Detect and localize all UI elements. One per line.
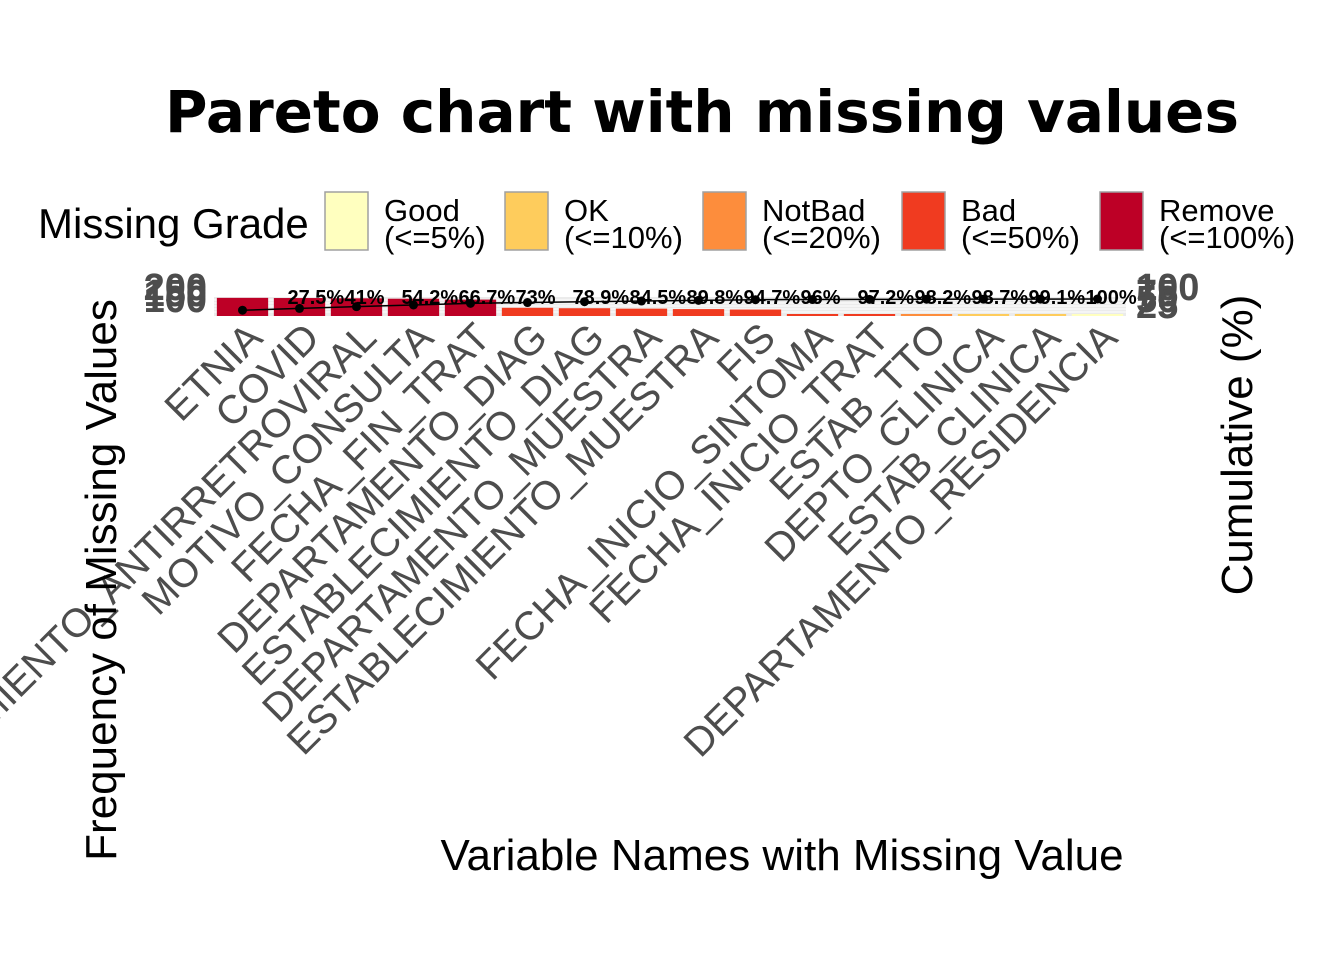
cumulative-point	[865, 294, 874, 304]
bar	[729, 309, 782, 316]
cumulative-point	[352, 302, 361, 312]
bar	[672, 309, 725, 316]
cumulative-label: 27.5%	[288, 287, 345, 309]
legend-swatch-remove	[1099, 191, 1144, 251]
y-tick-label: 150	[144, 273, 207, 315]
bar	[1014, 314, 1067, 316]
legend-label-ok: OK	[564, 193, 609, 228]
bar	[957, 314, 1010, 316]
cumulative-label: 89.8%	[687, 287, 744, 309]
cumulative-label: 84.5%	[630, 287, 687, 309]
cumulative-point	[466, 298, 475, 308]
cumulative-label: 99.1%	[1029, 287, 1086, 309]
legend-swatch-good	[324, 191, 369, 251]
legend: Missing Grade Good(<=5%)OK(<=10%)NotBad(…	[38, 191, 1295, 255]
plot-area: 27.5% 41% 54.2% 66.7% 73% 78.9% 84.5% 89.8% 94.7…	[0, 267, 1199, 928]
y2-tick-label: 100	[1136, 267, 1199, 309]
cumulative-point	[1036, 294, 1045, 304]
legend-range-notbad: (<=20%)	[762, 220, 881, 255]
y-tick-label: 100	[144, 279, 207, 321]
cumulative-point	[580, 297, 589, 307]
x-axis-title: Variable Names with Missing Value	[440, 831, 1123, 880]
legend-title: Missing Grade	[38, 200, 309, 247]
legend-swatch-bad	[901, 191, 946, 251]
cumulative-label: 100%	[1086, 287, 1137, 309]
cumulative-label: 54.2%	[402, 287, 459, 309]
y2-tick-label: 25	[1136, 285, 1178, 327]
legend-range-bad: (<=50%)	[961, 220, 1080, 255]
legend-swatch-ok	[504, 191, 549, 251]
cumulative-point	[751, 295, 760, 305]
y2-tick-label: 75	[1136, 273, 1178, 315]
legend-label-remove: Remove	[1159, 193, 1274, 228]
bar	[501, 307, 554, 316]
cumulative-label: 78.9%	[573, 287, 630, 309]
cumulative-point	[694, 295, 703, 305]
cumulative-point	[808, 295, 817, 305]
bar	[1071, 314, 1124, 316]
bar	[615, 308, 668, 316]
cumulative-label: 98.2%	[915, 287, 972, 309]
legend-range-remove: (<=100%)	[1159, 220, 1295, 255]
chart-title: Pareto chart with missing values	[165, 78, 1239, 146]
cumulative-label: 94.7%	[744, 287, 801, 309]
cumulative-label: 96%	[801, 287, 841, 309]
cumulative-point	[1093, 294, 1102, 304]
y2-axis-title: Cumulative (%)	[1213, 295, 1262, 596]
cumulative-point	[295, 303, 304, 313]
cumulative-point	[922, 294, 931, 304]
cumulative-label: 98.7%	[972, 287, 1029, 309]
legend-range-ok: (<=10%)	[564, 220, 683, 255]
cumulative-label: 73%	[516, 287, 556, 309]
bar	[900, 314, 953, 316]
legend-range-good: (<=5%)	[384, 220, 486, 255]
legend-label-bad: Bad	[961, 193, 1016, 228]
y-axis-title: Frequency of Missing Values	[77, 299, 126, 861]
y2-tick-label: 50	[1136, 279, 1178, 321]
cumulative-label: 41%	[345, 287, 385, 309]
bar	[786, 314, 839, 316]
cumulative-label: 66.7%	[459, 287, 516, 309]
legend-label-notbad: NotBad	[762, 193, 865, 228]
cumulative-point	[523, 298, 532, 308]
cumulative-label: 97.2%	[858, 287, 915, 309]
bar	[843, 314, 896, 316]
cumulative-line	[242, 298, 1098, 311]
cumulative-point	[409, 300, 418, 310]
y-tick-label: 200	[144, 267, 207, 309]
cumulative-point	[238, 305, 247, 315]
cumulative-point	[979, 294, 988, 304]
legend-label-good: Good	[384, 193, 460, 228]
bar	[558, 308, 611, 316]
legend-swatch-notbad	[702, 191, 747, 251]
cumulative-point	[637, 296, 646, 306]
